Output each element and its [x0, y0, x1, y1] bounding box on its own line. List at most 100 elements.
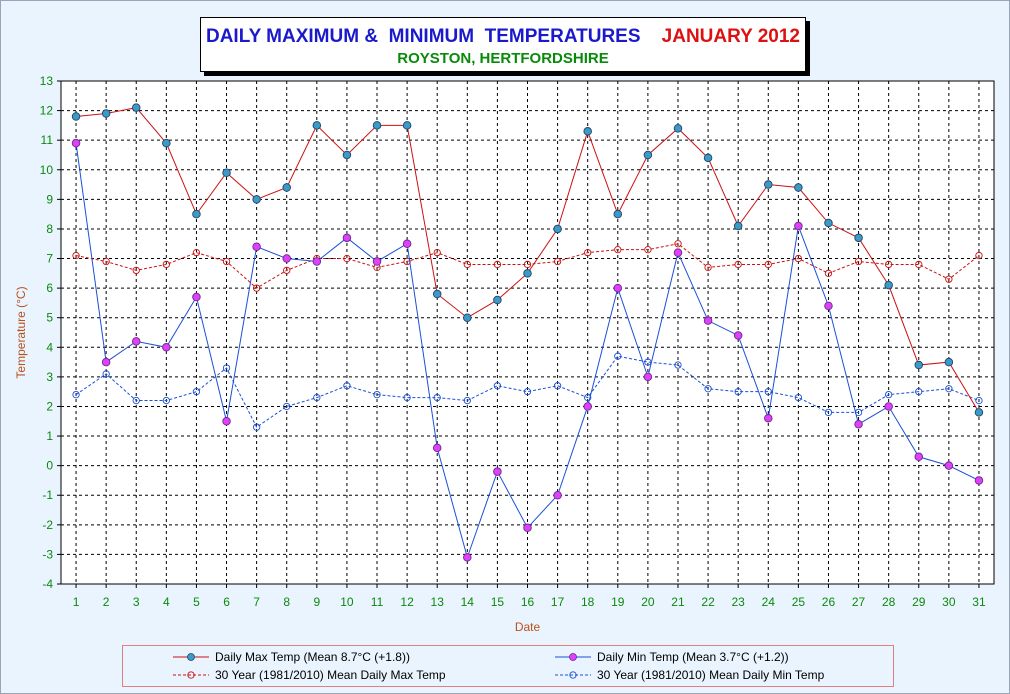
data-point-mean-min — [72, 390, 80, 399]
data-point-daily-max — [222, 168, 231, 177]
data-point-mean-max — [885, 260, 893, 269]
legend-item-mean-min: 30 Year (1981/2010) Mean Daily Min Temp — [555, 668, 824, 682]
data-point-daily-max — [794, 183, 803, 192]
y-tick-label: -4 — [42, 577, 53, 591]
y-tick-label: 8 — [46, 222, 53, 236]
data-point-daily-min — [432, 443, 442, 453]
data-point-mean-max — [343, 254, 351, 263]
data-point-daily-max — [71, 112, 81, 121]
x-tick-label: 20 — [641, 595, 655, 609]
x-tick-label: 17 — [551, 595, 565, 609]
data-point-daily-max — [162, 138, 171, 148]
data-point-daily-min — [794, 221, 803, 231]
data-point-daily-max — [402, 121, 412, 130]
y-tick-label: -3 — [42, 547, 53, 561]
y-tick-label: 12 — [40, 104, 54, 118]
data-point-mean-min — [313, 393, 321, 402]
data-point-mean-max — [222, 257, 231, 266]
x-tick-label: 7 — [253, 595, 260, 609]
x-tick-label: 4 — [163, 595, 170, 609]
data-point-daily-min — [252, 242, 261, 251]
data-point-daily-max — [342, 150, 352, 160]
data-point-daily-max — [764, 180, 773, 189]
data-point-daily-max — [553, 224, 562, 234]
data-point-mean-min — [975, 396, 983, 405]
data-point-mean-max — [674, 240, 682, 248]
data-point-daily-max — [944, 357, 954, 367]
data-point-mean-max — [162, 260, 170, 269]
data-point-daily-min — [854, 419, 863, 429]
data-point-mean-max — [824, 269, 833, 277]
legend-label-daily-max: Daily Max Temp (Mean 8.7°C (+1.8)) — [215, 650, 410, 664]
data-point-daily-min — [824, 301, 833, 311]
data-point-daily-min — [944, 461, 954, 470]
data-point-mean-max — [252, 284, 261, 292]
x-tick-label: 27 — [852, 595, 866, 609]
data-point-mean-min — [343, 382, 351, 390]
data-point-mean-min — [162, 396, 170, 405]
series-line-mean-max — [75, 243, 980, 289]
x-tick-label: 8 — [283, 595, 290, 609]
data-point-mean-max — [764, 260, 772, 269]
data-point-daily-min — [402, 239, 412, 248]
x-tick-label: 28 — [882, 595, 896, 609]
data-point-daily-min — [914, 452, 924, 462]
x-tick-label: 21 — [671, 595, 685, 609]
data-point-mean-min — [222, 364, 231, 372]
data-point-daily-min — [101, 357, 111, 367]
data-point-daily-min — [282, 254, 291, 263]
legend-item-daily-max: Daily Max Temp (Mean 8.7°C (+1.8)) — [173, 650, 410, 664]
legend-item-mean-max: 30 Year (1981/2010) Mean Daily Max Temp — [173, 668, 446, 682]
data-point-daily-min — [884, 402, 893, 411]
series-line-mean-min — [75, 355, 980, 428]
x-tick-label: 18 — [581, 595, 595, 609]
x-tick-label: 11 — [371, 595, 384, 609]
data-point-mean-max — [283, 266, 291, 275]
x-tick-label: 23 — [731, 595, 745, 609]
data-point-daily-min — [342, 233, 352, 243]
data-point-mean-max — [553, 257, 562, 266]
chart-subtitle: ROYSTON, HERTFORDSHIRE — [397, 50, 609, 67]
data-point-daily-min — [583, 402, 592, 411]
data-point-mean-min — [584, 393, 592, 402]
data-point-mean-min — [102, 370, 110, 378]
data-point-mean-min — [493, 382, 502, 390]
data-point-mean-min — [373, 390, 381, 399]
x-tick-label: 25 — [792, 595, 806, 609]
data-point-mean-max — [734, 260, 742, 269]
data-point-mean-min — [945, 385, 953, 393]
data-point-mean-min — [553, 382, 562, 390]
y-tick-label: 2 — [46, 399, 53, 413]
data-point-daily-min — [71, 138, 81, 148]
legend-item-daily-min: Daily Min Temp (Mean 3.7°C (+1.2)) — [555, 650, 789, 664]
data-point-daily-max — [523, 269, 532, 278]
data-point-mean-min — [824, 408, 833, 417]
data-point-daily-max — [974, 408, 984, 417]
x-axis-label: Date — [515, 620, 541, 634]
data-point-mean-min — [885, 390, 893, 399]
y-tick-label: -2 — [42, 518, 53, 532]
data-point-mean-max — [493, 260, 502, 269]
x-tick-label: 3 — [133, 595, 140, 609]
data-point-daily-max — [432, 289, 442, 299]
data-point-mean-max — [704, 263, 712, 272]
data-point-daily-min — [673, 248, 683, 257]
legend-swatch-mean-max — [173, 671, 209, 679]
data-point-mean-max — [614, 246, 622, 254]
x-tick-label: 19 — [611, 595, 625, 609]
y-tick-label: 5 — [46, 311, 53, 325]
data-point-daily-min — [764, 414, 773, 423]
data-point-mean-max — [794, 254, 803, 263]
data-point-daily-min — [523, 523, 532, 533]
data-point-mean-max — [945, 275, 953, 283]
x-tick-label: 16 — [521, 595, 535, 609]
data-point-mean-max — [132, 266, 140, 275]
x-tick-label: 10 — [340, 595, 354, 609]
data-point-daily-max — [733, 221, 743, 231]
data-point-mean-max — [644, 246, 652, 254]
data-point-daily-max — [854, 233, 863, 243]
chart-title-main: DAILY MAXIMUM & MINIMUM TEMPERATURES — [205, 26, 641, 47]
data-point-daily-max — [131, 103, 141, 112]
data-point-daily-min — [703, 316, 713, 325]
data-point-mean-min — [463, 396, 471, 405]
